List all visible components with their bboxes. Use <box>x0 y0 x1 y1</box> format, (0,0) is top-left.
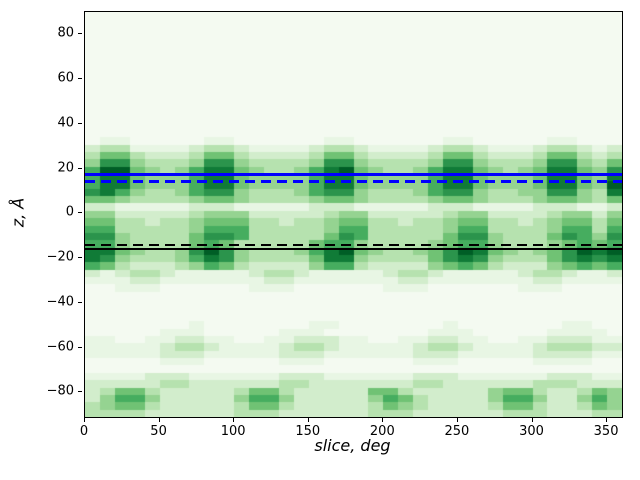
x-tick-label: 50 <box>150 424 167 439</box>
y-tick-mark <box>78 167 82 169</box>
y-tick-label: −80 <box>46 383 74 399</box>
y-tick-label: −20 <box>46 249 74 265</box>
y-tick-label: 80 <box>57 25 74 41</box>
y-tick-mark <box>78 346 82 348</box>
x-axis-label: slice, deg <box>314 436 391 455</box>
x-tick-label: 100 <box>220 424 246 439</box>
y-tick-mark <box>78 78 82 80</box>
y-tick-label: −40 <box>46 294 74 310</box>
y-tick-mark <box>78 212 82 214</box>
y-tick-label: 60 <box>57 70 74 86</box>
y-tick-label: 20 <box>57 160 74 176</box>
x-tick-label: 250 <box>444 424 470 439</box>
x-tick-mark <box>606 418 608 422</box>
upper-boundary-line-dashed <box>85 180 622 183</box>
y-tick-label: 0 <box>65 204 74 220</box>
y-tick-label: −60 <box>46 339 74 355</box>
y-axis-label: z, Å <box>8 197 28 228</box>
heatmap-canvas <box>85 12 622 417</box>
x-tick-mark <box>233 418 235 422</box>
plot-area <box>84 11 623 418</box>
x-tick-label: 150 <box>295 424 321 439</box>
x-tick-label: 200 <box>369 424 395 439</box>
x-tick-label: 350 <box>593 424 619 439</box>
x-tick-mark <box>84 418 85 422</box>
x-tick-mark <box>307 418 309 422</box>
lower-boundary-line-solid <box>85 247 622 251</box>
y-tick-mark <box>78 301 82 303</box>
y-tick-mark <box>78 391 82 393</box>
x-tick-mark <box>382 418 384 422</box>
y-tick-mark <box>78 33 82 35</box>
x-tick-label: 0 <box>79 424 89 439</box>
x-tick-mark <box>158 418 160 422</box>
y-tick-mark <box>78 122 82 124</box>
x-tick-label: 300 <box>519 424 544 439</box>
x-tick-mark <box>531 418 533 422</box>
y-tick-mark <box>78 257 82 259</box>
upper-boundary-line-solid <box>85 173 622 176</box>
y-tick-label: 40 <box>57 115 74 131</box>
x-tick-mark <box>456 418 458 422</box>
lower-boundary-line-dashed <box>85 244 622 247</box>
